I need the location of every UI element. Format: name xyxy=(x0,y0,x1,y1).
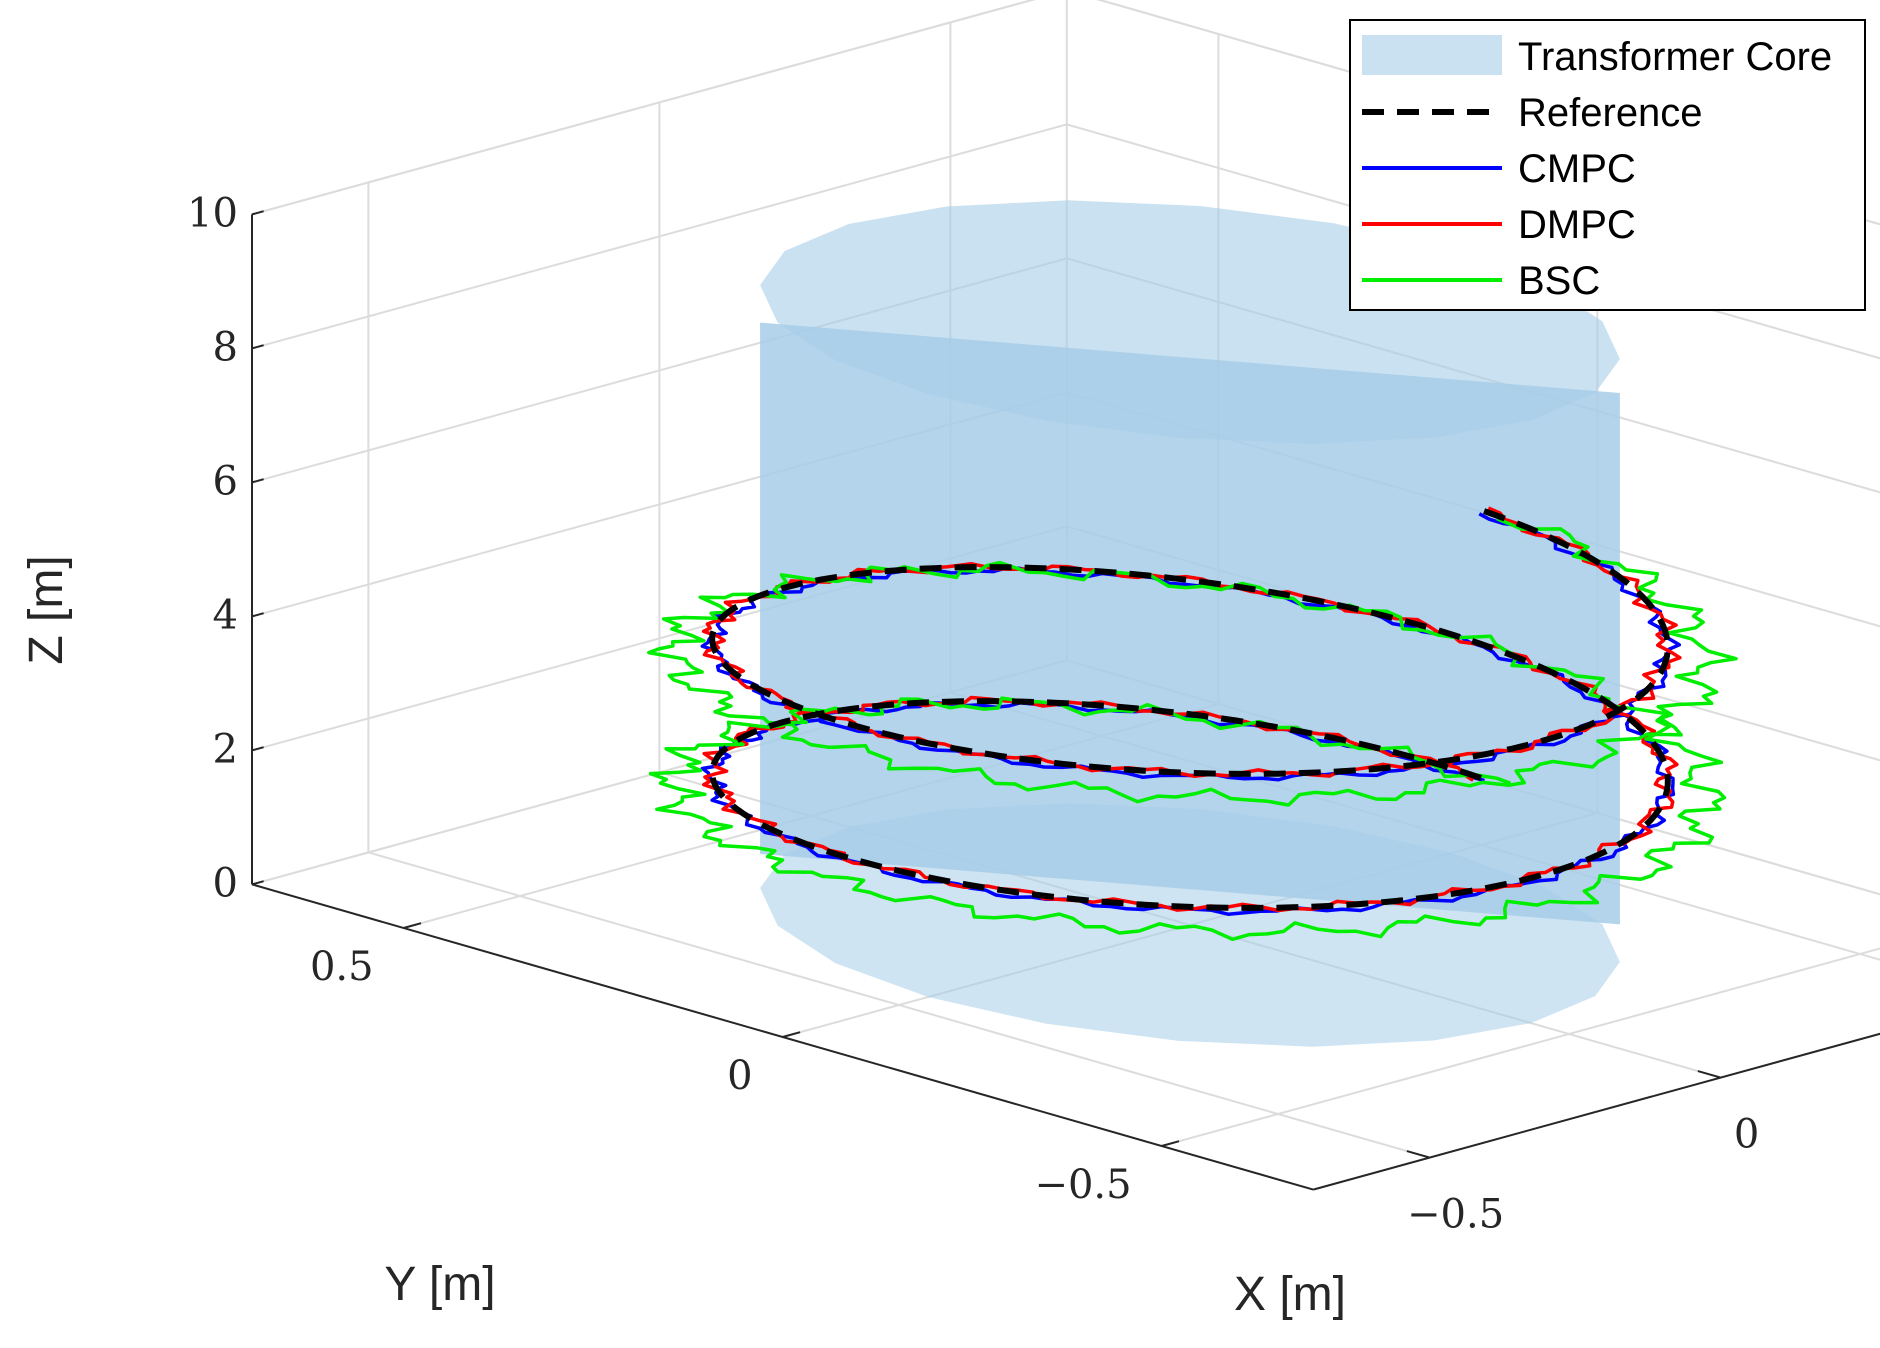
z-tick xyxy=(251,612,264,618)
legend-swatch-core xyxy=(1362,35,1502,75)
y-axis-label: Y [m] xyxy=(384,1258,495,1311)
y-gridline xyxy=(1161,947,1880,1147)
y-tick-label: 0.5 xyxy=(310,944,374,990)
legend-label-cmpc: CMPC xyxy=(1518,147,1636,191)
axes xyxy=(251,210,1880,1191)
x-tick-label: 0 xyxy=(1734,1112,1759,1158)
legend-label-reference: Reference xyxy=(1518,91,1703,135)
legend-label-dmpc: DMPC xyxy=(1518,203,1636,247)
box-edge xyxy=(251,0,1036,216)
core-side xyxy=(760,322,1620,925)
z-tick-label: 0 xyxy=(213,860,238,906)
y-tick xyxy=(782,1031,801,1038)
x-tick-label: −0.5 xyxy=(1407,1192,1504,1238)
z-tick xyxy=(251,746,264,752)
z-tick-label: 10 xyxy=(187,190,238,236)
x-axis-label: X [m] xyxy=(1234,1268,1346,1321)
z-tick-label: 6 xyxy=(213,458,238,504)
z-tick-label: 4 xyxy=(213,592,238,638)
z-tick xyxy=(251,344,264,350)
legend-label-bsc: BSC xyxy=(1518,259,1600,303)
z-tick xyxy=(251,880,264,886)
series-lines xyxy=(647,506,1738,942)
z-tick-label: 8 xyxy=(213,324,238,370)
z-tick xyxy=(251,478,264,484)
series-line-reference xyxy=(709,507,1671,911)
transformer-core xyxy=(760,200,1620,1047)
y-tick-label: −0.5 xyxy=(1034,1162,1131,1208)
y-tick xyxy=(1161,1140,1180,1147)
z-axis-label: Z [m] xyxy=(20,555,73,664)
z-tick xyxy=(251,210,264,216)
legend-label-core: Transformer Core xyxy=(1518,35,1832,79)
y-tick xyxy=(403,922,422,929)
y-tick-label: 0 xyxy=(727,1053,752,1099)
x-tick xyxy=(1697,1070,1721,1079)
x-tick xyxy=(1406,1150,1430,1159)
legend: Transformer Core Reference CMPC DMPC BSC xyxy=(1349,19,1866,311)
z-tick-label: 2 xyxy=(213,726,238,772)
